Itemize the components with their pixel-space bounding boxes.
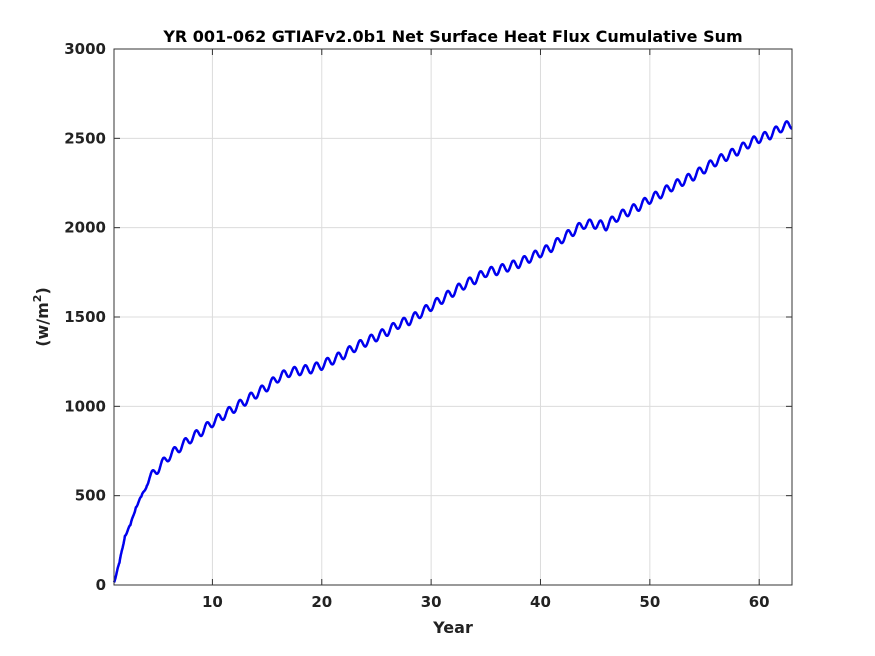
ticks: 10 20 30 40 50 60 0 500 1000 1500 2000 2500 3000 [64,40,792,611]
x-tick-label: 60 [749,593,770,611]
x-tick-label: 50 [639,593,660,611]
series-layer [112,120,793,583]
y-axis-label: (w/m2) [31,287,52,347]
series-line [112,120,793,583]
x-axis-label: Year [432,618,473,637]
y-tick-label: 2000 [64,219,106,237]
y-axis-label-sup: 2 [31,295,44,303]
y-axis-label-base: (w/m [33,302,52,347]
chart-title: YR 001-062 GTIAFv2.0b1 Net Surface Heat … [162,27,742,46]
y-tick-label: 2500 [64,129,106,147]
y-tick-label: 1500 [64,308,106,326]
y-axis-label-end: ) [33,287,52,294]
x-tick-label: 40 [530,593,551,611]
y-tick-label: 3000 [64,40,106,58]
x-tick-label: 20 [311,593,332,611]
grid [114,49,792,585]
x-tick-label: 10 [202,593,223,611]
x-tick-label: 30 [421,593,442,611]
y-tick-label: 500 [75,487,106,505]
y-tick-label: 1000 [64,397,106,415]
y-tick-label: 0 [96,576,106,594]
